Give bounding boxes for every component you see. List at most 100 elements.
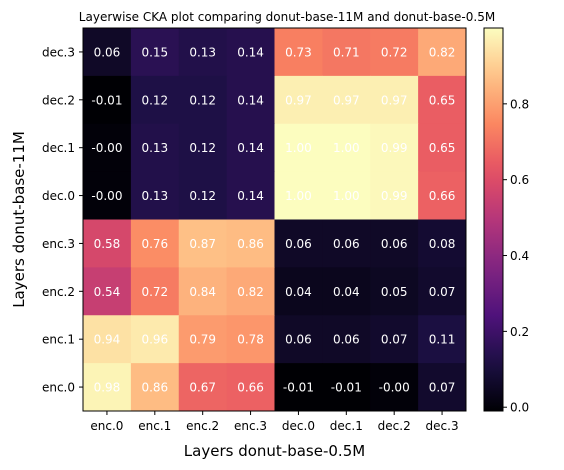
cell-value-label: 0.73 <box>285 45 312 59</box>
cell-value-label: 0.06 <box>381 237 408 251</box>
heatmap-cell <box>322 267 371 316</box>
cell-value-label: 0.98 <box>94 381 121 395</box>
heatmap-cell <box>83 123 132 173</box>
colorbar-tick-label: 0.2 <box>510 325 529 339</box>
heatmap-cell <box>322 315 371 364</box>
heatmap-cell <box>83 75 132 125</box>
cell-value-label: 0.07 <box>381 333 408 347</box>
cell-value-label: 1.00 <box>333 141 360 155</box>
cell-value-label: 0.78 <box>237 333 264 347</box>
cell-value-label: 0.08 <box>429 237 456 251</box>
cell-value-label: 0.14 <box>237 93 264 107</box>
plot-frame <box>82 27 467 412</box>
heatmap-cell <box>370 363 419 412</box>
cell-value-label: 0.07 <box>429 381 456 395</box>
x-tick-label: enc.3 <box>234 419 267 433</box>
cell-value-label: 1.00 <box>285 141 312 155</box>
y-tick-label: enc.1 <box>42 333 75 347</box>
cell-value-label: -0.00 <box>91 189 122 203</box>
heatmap-cell <box>178 315 228 364</box>
heatmap-cell <box>130 28 180 77</box>
heatmap-cell <box>370 123 419 173</box>
heatmap-cell <box>370 75 419 125</box>
heatmap-cell <box>226 75 275 125</box>
cell-value-label: 0.14 <box>237 141 264 155</box>
heatmap-cell <box>322 28 371 77</box>
heatmap-cell <box>130 267 180 316</box>
cell-value-label: 0.87 <box>189 237 216 251</box>
heatmap-cell <box>418 123 467 173</box>
cell-value-label: 1.00 <box>285 189 312 203</box>
heatmap-cell <box>418 315 467 364</box>
heatmap-cell <box>83 267 132 316</box>
heatmap-cell <box>370 315 419 364</box>
heatmap-cell <box>322 219 371 268</box>
colorbar-tick-label: 0.4 <box>510 249 529 263</box>
cell-value-label: -0.01 <box>283 381 314 395</box>
cell-value-label: 0.65 <box>429 141 456 155</box>
cell-value-label: 0.04 <box>333 285 360 299</box>
y-axis-label: Layers donut-base-11M <box>10 131 28 308</box>
cell-value-label: 1.00 <box>333 189 360 203</box>
cell-value-label: 0.71 <box>333 45 360 59</box>
heatmap-cell <box>370 28 419 77</box>
cell-value-label: 0.12 <box>189 93 216 107</box>
cell-value-label: 0.79 <box>189 333 216 347</box>
colorbar: 0.0 0.2 0.4 0.6 0.8 <box>483 27 529 415</box>
cell-value-label: 0.99 <box>381 189 408 203</box>
y-tick-label: dec.3 <box>42 45 75 59</box>
heatmap-cell <box>274 123 323 173</box>
colorbar-gradient <box>483 27 504 412</box>
heatmap-cell <box>83 171 132 220</box>
cell-value-label: 0.86 <box>141 381 168 395</box>
heatmap-cell <box>178 28 228 77</box>
x-tick-label: enc.1 <box>138 419 171 433</box>
heatmap-cell <box>322 363 371 412</box>
y-axis: dec.3 dec.2 dec.1 dec.0 enc.3 enc.2 enc.1 enc.0 <box>42 45 83 395</box>
heatmap-cell <box>130 363 180 412</box>
cell-value-label: 0.76 <box>141 237 168 251</box>
heatmap-cell <box>83 315 132 364</box>
heatmap-cell <box>130 315 180 364</box>
colorbar-tick-label: 0.8 <box>510 97 529 111</box>
x-tick-label: dec.1 <box>330 419 363 433</box>
cell-value-label: 0.14 <box>237 45 264 59</box>
cell-value-label: 0.94 <box>94 333 121 347</box>
heatmap-cell <box>418 75 467 125</box>
cell-value-label: 0.66 <box>237 381 264 395</box>
heatmap-cell-labels: 0.06 0.15 0.13 0.14 0.73 0.71 0.72 0.82 -0.01 0.1… <box>91 45 455 394</box>
cell-value-label: 0.97 <box>381 93 408 107</box>
cell-value-label: 0.82 <box>237 285 264 299</box>
heatmap-cell <box>130 123 180 173</box>
cell-value-label: 0.72 <box>141 285 168 299</box>
heatmap-cell <box>83 28 132 77</box>
heatmap-cell <box>370 219 419 268</box>
y-tick-label: enc.2 <box>42 285 75 299</box>
x-tick-label: dec.2 <box>378 419 411 433</box>
heatmap-cell <box>418 171 467 220</box>
cell-value-label: 0.11 <box>429 333 456 347</box>
heatmap-cell <box>418 267 467 316</box>
heatmap-cell <box>178 219 228 268</box>
x-tick-label: enc.0 <box>90 419 123 433</box>
heatmap-cell <box>83 363 132 412</box>
heatmap-cell <box>226 28 275 77</box>
heatmap-cell <box>274 315 323 364</box>
y-tick-label: enc.3 <box>42 237 75 251</box>
heatmap-cell <box>178 267 228 316</box>
chart-title: Layerwise CKA plot comparing donut-base-… <box>79 10 495 24</box>
cell-value-label: 0.06 <box>94 45 121 59</box>
heatmap-cell <box>130 75 180 125</box>
heatmap-cell <box>274 75 323 125</box>
heatmap-cell <box>274 267 323 316</box>
heatmap-cell <box>178 123 228 173</box>
colorbar-tick-label: 0.6 <box>510 173 529 187</box>
cell-value-label: 0.06 <box>333 333 360 347</box>
heatmap-cell <box>418 28 467 77</box>
cell-value-label: 0.99 <box>381 141 408 155</box>
heatmap-cell <box>274 219 323 268</box>
heatmap-cells <box>83 28 467 412</box>
cell-value-label: 0.13 <box>141 189 168 203</box>
cell-value-label: 0.06 <box>333 237 360 251</box>
